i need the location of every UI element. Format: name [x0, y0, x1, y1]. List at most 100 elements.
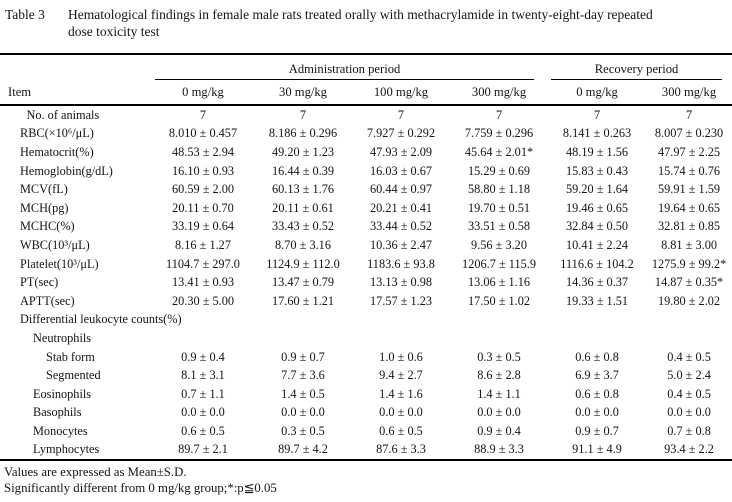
row-value: 89.7 ± 2.1 — [178, 442, 228, 457]
row-value: 14.36 ± 0.37 — [565, 275, 629, 290]
row-value: 48.53 ± 2.94 — [171, 144, 235, 159]
column-header-admin-100mg: 100 mg/kg — [352, 80, 450, 106]
row-value: 7.927 ± 0.292 — [366, 126, 436, 141]
table-row: RBC(×10⁶/μL) 8.010 ± 0.457 8.186 ± 0.296 7.… — [0, 125, 732, 144]
table-row: Neutrophils — [0, 329, 732, 348]
row-value: 13.13 ± 0.98 — [369, 275, 433, 290]
footnote-mean-sd: Values are expressed as Mean±S.D. — [4, 465, 187, 480]
group-header-row: Administration period Recovery period — [0, 54, 732, 80]
row-value: 16.10 ± 0.93 — [171, 163, 235, 178]
row-value: 7 — [685, 107, 693, 122]
row-value: 0.9 ± 0.7 — [281, 349, 325, 364]
row-value: 1.4 ± 0.5 — [281, 386, 325, 401]
row-value: 19.64 ± 0.65 — [657, 200, 721, 215]
row-value: 5.0 ± 2.4 — [667, 368, 711, 383]
group-header-recovery-label: Recovery period — [551, 62, 723, 80]
row-value: 20.30 ± 5.00 — [171, 293, 235, 308]
row-value: 0.6 ± 0.8 — [575, 349, 619, 364]
row-value: 0.0 ± 0.0 — [281, 405, 325, 420]
row-value: 0.0 ± 0.0 — [379, 405, 423, 420]
row-value: 20.21 ± 0.41 — [369, 200, 433, 215]
row-item-label: MCHC(%) — [20, 219, 75, 234]
row-value: 1.0 ± 0.6 — [379, 349, 423, 364]
group-header-administration-label: Administration period — [155, 62, 535, 80]
row-value: 16.03 ± 0.67 — [369, 163, 433, 178]
row-value: 10.36 ± 2.47 — [369, 237, 433, 252]
row-item-label: Lymphocytes — [33, 442, 100, 457]
row-value — [152, 329, 254, 348]
row-value: 0.7 ± 0.8 — [667, 423, 711, 438]
table-title: Table 3 Hematological findings in female… — [0, 0, 732, 40]
row-value — [646, 311, 732, 330]
table-row: Platelet(10³/μL) 1104.7 ± 297.0 1124.9 ± 1… — [0, 255, 732, 274]
row-value: 58.80 ± 1.18 — [467, 182, 531, 197]
row-value: 60.59 ± 2.00 — [171, 182, 235, 197]
row-value: 60.13 ± 1.76 — [271, 182, 335, 197]
row-value — [646, 329, 732, 348]
row-value: 7 — [299, 107, 307, 122]
row-value — [352, 329, 450, 348]
row-value: 17.60 ± 1.21 — [271, 293, 335, 308]
row-value: 15.29 ± 0.69 — [467, 163, 531, 178]
row-value — [352, 311, 450, 330]
table-number-label: Table 3 — [5, 7, 45, 22]
row-value: 13.41 ± 0.93 — [171, 275, 235, 290]
row-value: 60.44 ± 0.97 — [369, 182, 433, 197]
table-row: Lymphocytes 89.7 ± 2.1 89.7 ± 4.2 87.6 ± 3.… — [0, 441, 732, 461]
row-value: 19.33 ± 1.51 — [565, 293, 629, 308]
footnote-significance: Significantly different from 0 mg/kg gro… — [4, 480, 277, 495]
row-item-label: Platelet(10³/μL) — [20, 256, 99, 271]
row-value: 0.0 ± 0.0 — [477, 405, 521, 420]
item-column-header: Item — [0, 80, 152, 106]
row-item-label: Hematocrit(%) — [20, 144, 94, 159]
row-value: 0.9 ± 0.7 — [575, 423, 619, 438]
column-header-row: Item 0 mg/kg 30 mg/kg 100 mg/kg 300 mg/k… — [0, 80, 732, 106]
table-row: No. of animals 7 7 7 7 7 7 — [0, 105, 732, 125]
row-value: 47.97 ± 2.25 — [657, 144, 721, 159]
row-value: 1183.6 ± 93.8 — [367, 256, 435, 271]
table-row: Eosinophils 0.7 ± 1.1 1.4 ± 0.5 1.4 ± 1.6 1.… — [0, 385, 732, 404]
table-row: Basophils 0.0 ± 0.0 0.0 ± 0.0 0.0 ± 0.0 0.0 … — [0, 404, 732, 423]
row-value: 59.20 ± 1.64 — [565, 182, 629, 197]
row-value: 0.4 ± 0.5 — [667, 386, 711, 401]
table-row: Stab form 0.9 ± 0.4 0.9 ± 0.7 1.0 ± 0.6 0.3 … — [0, 348, 732, 367]
column-header-admin-300mg: 300 mg/kg — [450, 80, 549, 106]
row-item-label: Basophils — [33, 405, 82, 420]
table-row: APTT(sec) 20.30 ± 5.00 17.60 ± 1.21 17.57 ±… — [0, 292, 732, 311]
row-item-label: MCV(fL) — [20, 182, 68, 197]
table-row: Monocytes 0.6 ± 0.5 0.3 ± 0.5 0.6 ± 0.5 0.9 … — [0, 422, 732, 441]
row-value: 7 — [593, 107, 601, 122]
table-head: Administration period Recovery period It… — [0, 54, 732, 106]
column-header-recovery-0mg: 0 mg/kg — [548, 80, 647, 106]
row-value: 91.1 ± 4.9 — [572, 442, 622, 457]
row-value: 0.0 ± 0.0 — [575, 405, 619, 420]
row-value: 0.3 ± 0.5 — [477, 349, 521, 364]
row-item-label: PT(sec) — [20, 275, 59, 290]
row-value: 88.9 ± 3.3 — [474, 442, 524, 457]
row-item-label: Hemoglobin(g/dL) — [20, 163, 113, 178]
row-value: 93.4 ± 2.2 — [664, 442, 714, 457]
row-value: 19.80 ± 2.02 — [657, 293, 721, 308]
row-value: 0.3 ± 0.5 — [281, 423, 325, 438]
row-value: 0.6 ± 0.5 — [379, 423, 423, 438]
row-item-label: Eosinophils — [33, 386, 92, 401]
row-value: 48.19 ± 1.56 — [565, 144, 629, 159]
row-value: 13.06 ± 1.16 — [467, 275, 531, 290]
group-header-spacer — [0, 54, 152, 80]
row-value: 8.70 ± 3.16 — [275, 237, 331, 252]
row-value: 14.87 ± 0.35* — [654, 275, 724, 290]
row-value — [548, 311, 646, 330]
row-value: 8.141 ± 0.263 — [562, 126, 632, 141]
table-row: MCHC(%) 33.19 ± 0.64 33.43 ± 0.52 33.44 ± 0… — [0, 218, 732, 237]
row-value: 7.759 ± 0.296 — [464, 126, 534, 141]
group-header-recovery: Recovery period — [548, 54, 732, 80]
row-item-label: Monocytes — [33, 423, 88, 438]
row-value: 1206.7 ± 115.9 — [462, 256, 536, 271]
row-value: 8.007 ± 0.230 — [654, 126, 724, 141]
table-row: WBC(10³/μL) 8.16 ± 1.27 8.70 ± 3.16 10.36 ±… — [0, 236, 732, 255]
column-header-admin-0mg: 0 mg/kg — [152, 80, 254, 106]
row-value: 59.91 ± 1.59 — [657, 182, 721, 197]
row-value: 9.56 ± 3.20 — [471, 237, 527, 252]
row-value: 0.6 ± 0.5 — [181, 423, 225, 438]
